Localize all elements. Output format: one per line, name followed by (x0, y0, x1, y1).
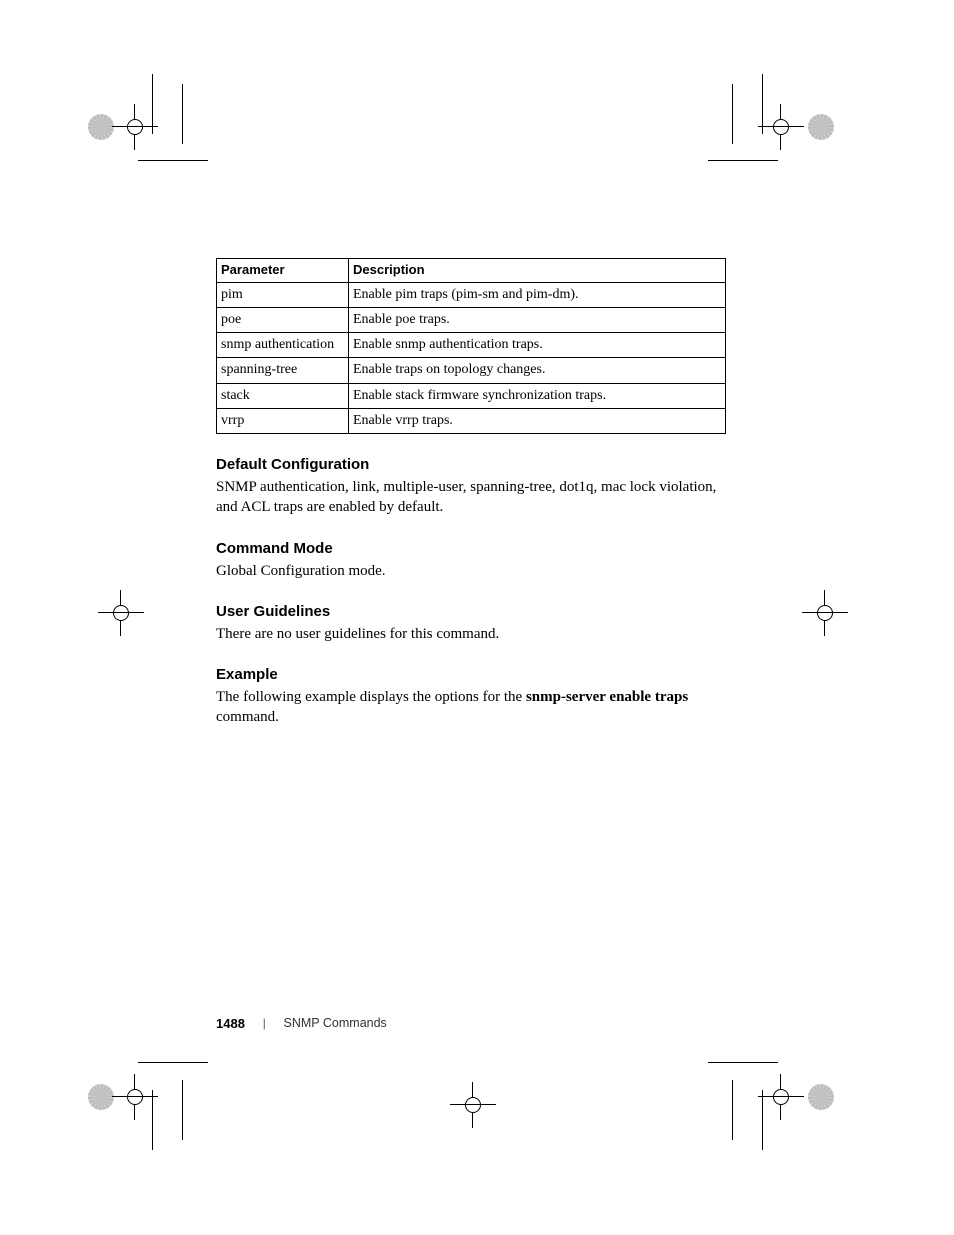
heading-example: Example (216, 666, 726, 683)
chapter-title: SNMP Commands (284, 1016, 387, 1030)
footer-separator: | (263, 1015, 266, 1031)
crop-mark-bottom-center (460, 1092, 486, 1118)
table-header-description: Description (349, 259, 726, 283)
table-row: vrrpEnable vrrp traps. (217, 408, 726, 433)
text-default-configuration: SNMP authentication, link, multiple-user… (216, 477, 726, 518)
example-text-post: command. (216, 709, 279, 725)
cell-description: Enable traps on topology changes. (349, 358, 726, 383)
cell-parameter: poe (217, 308, 349, 333)
cell-parameter: stack (217, 383, 349, 408)
table-row: poeEnable poe traps. (217, 308, 726, 333)
cell-description: Enable snmp authentication traps. (349, 333, 726, 358)
table-row: pimEnable pim traps (pim-sm and pim-dm). (217, 282, 726, 307)
parameter-table: Parameter Description pimEnable pim trap… (216, 258, 726, 434)
text-command-mode: Global Configuration mode. (216, 561, 726, 581)
crop-mark-bottom-left (88, 1050, 198, 1140)
cell-description: Enable poe traps. (349, 308, 726, 333)
example-text-pre: The following example displays the optio… (216, 689, 526, 705)
crop-mark-top-right (758, 84, 868, 174)
cell-description: Enable vrrp traps. (349, 408, 726, 433)
crop-mark-bottom-right (758, 1050, 868, 1140)
cell-parameter: vrrp (217, 408, 349, 433)
page-footer: 1488 | SNMP Commands (216, 1015, 726, 1031)
crop-mark-top-left (88, 84, 198, 174)
table-row: snmp authenticationEnable snmp authentic… (217, 333, 726, 358)
table-row: spanning-treeEnable traps on topology ch… (217, 358, 726, 383)
cell-parameter: snmp authentication (217, 333, 349, 358)
page-number: 1488 (216, 1016, 245, 1031)
table-row: stackEnable stack firmware synchronizati… (217, 383, 726, 408)
table-header-row: Parameter Description (217, 259, 726, 283)
cell-description: Enable pim traps (pim-sm and pim-dm). (349, 282, 726, 307)
crop-mark-mid-right (812, 600, 838, 626)
text-user-guidelines: There are no user guidelines for this co… (216, 624, 726, 644)
heading-command-mode: Command Mode (216, 540, 726, 557)
example-text-bold: snmp-server enable traps (526, 689, 688, 705)
cell-parameter: spanning-tree (217, 358, 349, 383)
text-example: The following example displays the optio… (216, 687, 726, 728)
cell-description: Enable stack firmware synchronization tr… (349, 383, 726, 408)
page-content: Parameter Description pimEnable pim trap… (216, 258, 726, 732)
table-header-parameter: Parameter (217, 259, 349, 283)
crop-mark-mid-left (108, 600, 134, 626)
heading-user-guidelines: User Guidelines (216, 603, 726, 620)
cell-parameter: pim (217, 282, 349, 307)
heading-default-configuration: Default Configuration (216, 456, 726, 473)
